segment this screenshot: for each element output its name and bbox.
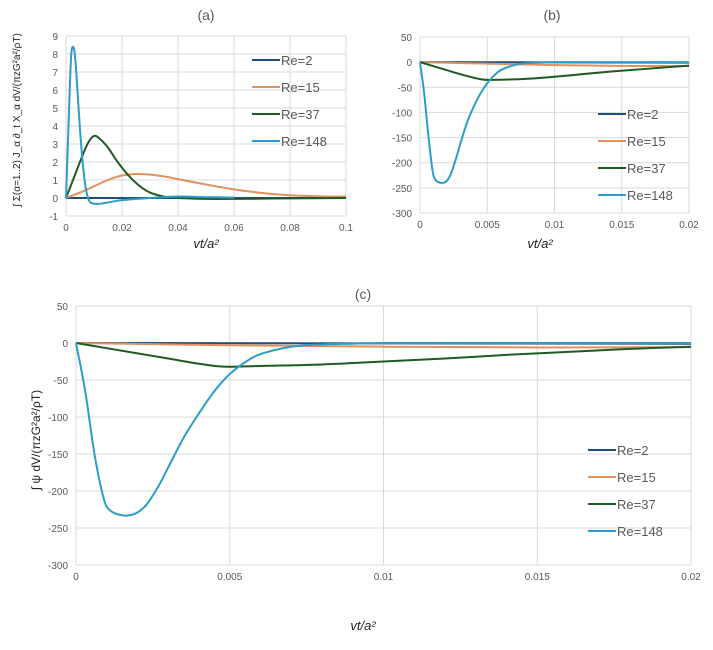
chart-c-ytick: 50 bbox=[57, 302, 69, 313]
chart-a-ytick: 8 bbox=[52, 50, 58, 61]
chart-c-title: (c) bbox=[355, 286, 371, 302]
chart-c-ytick: -250 bbox=[48, 524, 68, 535]
chart-a-ytick: 4 bbox=[52, 122, 58, 133]
chart-b-ytick: 0 bbox=[406, 58, 412, 69]
chart-b-series-re-37 bbox=[419, 61, 690, 81]
chart-a-ytick: 3 bbox=[52, 140, 58, 151]
chart-a-ylabel: ∫ Σ(α=1..2) J_α ∂_t X_α dV/(πzG²a²/ρT) bbox=[12, 33, 23, 208]
chart-c-ylabel: ∫ ψ dV/(πzG²a²/ρT) bbox=[29, 390, 43, 491]
chart-b-ytick: 50 bbox=[401, 33, 413, 44]
chart-a-ytick: 9 bbox=[52, 32, 58, 43]
legend-label: Re=148 bbox=[617, 524, 663, 539]
legend-label: Re=148 bbox=[281, 134, 327, 149]
chart-b-ytick: -200 bbox=[392, 159, 412, 170]
chart-c-ytick: 0 bbox=[62, 339, 68, 350]
chart-c-ytick: -100 bbox=[48, 413, 68, 424]
chart-c-ytick: -300 bbox=[48, 561, 68, 572]
chart-a-ytick: 1 bbox=[52, 176, 58, 187]
chart-b: (b) vt/a² -300 -250 -200 -150 -100 -50 0 50 0 0.0… bbox=[392, 7, 699, 251]
chart-a-legend: Re=2 Re=15 Re=37 Re=148 bbox=[252, 53, 327, 149]
chart-a-ytick: 7 bbox=[52, 68, 58, 79]
chart-c-legend: Re=2 Re=15 Re=37 Re=148 bbox=[588, 443, 663, 539]
chart-c-ytick: -200 bbox=[48, 487, 68, 498]
chart-b-ytick: -100 bbox=[392, 108, 412, 119]
chart-c-xtick: 0 bbox=[73, 572, 79, 583]
legend-label: Re=15 bbox=[281, 80, 320, 95]
chart-b-xtick: 0 bbox=[417, 220, 423, 231]
chart-a-xtick: 0.04 bbox=[168, 223, 188, 234]
chart-a: (a) vt/a² ∫ Σ(α=1..2) J_α ∂_t X_α dV/(πz… bbox=[12, 7, 353, 251]
chart-c-ytick: -50 bbox=[54, 376, 69, 387]
legend-label: Re=15 bbox=[627, 134, 666, 149]
chart-c-series-re-15 bbox=[75, 342, 692, 349]
chart-a-series-re-148 bbox=[65, 45, 235, 205]
chart-b-series-re-15 bbox=[419, 61, 690, 68]
chart-a-title: (a) bbox=[197, 7, 214, 23]
chart-c-grid bbox=[75, 305, 692, 566]
chart-b-ytick: -250 bbox=[392, 184, 412, 195]
chart-a-ytick: 6 bbox=[52, 86, 58, 97]
chart-a-xtick: 0.08 bbox=[280, 223, 300, 234]
chart-b-xtick: 0.015 bbox=[609, 220, 634, 231]
legend-label: Re=37 bbox=[617, 497, 656, 512]
chart-a-ytick: 0 bbox=[52, 194, 58, 205]
chart-a-xtick: 0.06 bbox=[224, 223, 244, 234]
chart-b-ytick: -50 bbox=[398, 83, 413, 94]
chart-b-series-re-148 bbox=[419, 61, 689, 184]
chart-c-series-re-37 bbox=[75, 342, 692, 368]
chart-b-xtick: 0.02 bbox=[679, 220, 699, 231]
chart-b-ytick: -150 bbox=[392, 134, 412, 145]
legend-label: Re=37 bbox=[627, 161, 666, 176]
chart-a-ytick: 5 bbox=[52, 104, 58, 115]
chart-b-legend: Re=2 Re=15 Re=37 Re=148 bbox=[598, 107, 673, 203]
chart-c-xtick: 0.015 bbox=[525, 572, 550, 583]
chart-c-series-re-148 bbox=[75, 341, 691, 517]
chart-a-xtick: 0.02 bbox=[112, 223, 132, 234]
chart-a-ytick: -1 bbox=[49, 212, 58, 223]
legend-label: Re=2 bbox=[281, 53, 312, 68]
chart-c: (c) vt/a² ∫ ψ dV/(πzG²a²/ρT) -300 -250 -20… bbox=[29, 286, 701, 633]
chart-a-series-re-37 bbox=[65, 134, 347, 200]
chart-b-xtick: 0.01 bbox=[545, 220, 565, 231]
chart-a-xtick: 0 bbox=[63, 223, 69, 234]
legend-label: Re=37 bbox=[281, 107, 320, 122]
chart-b-title: (b) bbox=[543, 7, 560, 23]
chart-b-xlabel: vt/a² bbox=[527, 236, 553, 251]
legend-label: Re=2 bbox=[617, 443, 648, 458]
chart-a-series-re-15 bbox=[65, 173, 347, 199]
chart-a-grid bbox=[65, 35, 347, 217]
chart-b-ytick: -300 bbox=[392, 209, 412, 220]
chart-c-xlabel: vt/a² bbox=[350, 618, 376, 633]
chart-b-xtick: 0.005 bbox=[475, 220, 500, 231]
legend-label: Re=148 bbox=[627, 188, 673, 203]
chart-c-xtick: 0.01 bbox=[374, 572, 394, 583]
chart-a-xlabel: vt/a² bbox=[193, 236, 219, 251]
chart-a-ytick: 2 bbox=[52, 158, 58, 169]
chart-c-ytick: -150 bbox=[48, 450, 68, 461]
chart-a-xtick: 0.1 bbox=[339, 223, 353, 234]
chart-c-xtick: 0.005 bbox=[217, 572, 242, 583]
legend-label: Re=15 bbox=[617, 470, 656, 485]
chart-c-xtick: 0.02 bbox=[681, 572, 701, 583]
legend-label: Re=2 bbox=[627, 107, 658, 122]
